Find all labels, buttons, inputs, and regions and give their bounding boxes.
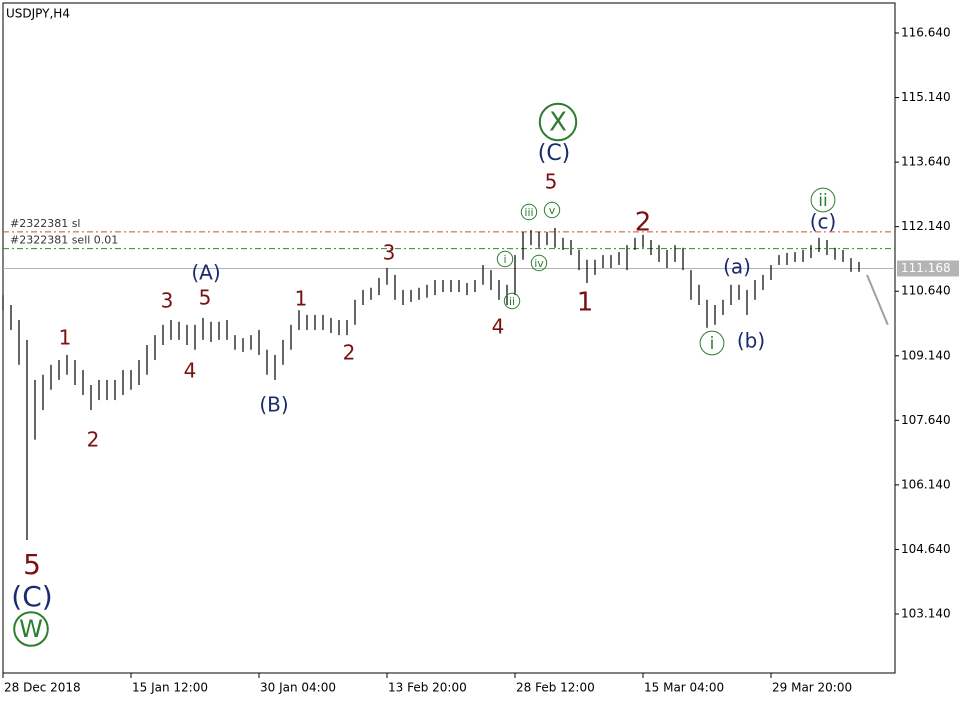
wave-label: iv <box>534 257 544 270</box>
y-tick-label: 112.140 <box>901 219 951 233</box>
wave-label: (B) <box>259 393 288 417</box>
plot-frame <box>2 2 896 674</box>
wave-label: 1 <box>59 326 72 350</box>
wave-label: (C) <box>11 580 52 613</box>
y-tick-label: 103.140 <box>901 606 951 620</box>
x-tick-label: 13 Feb 20:00 <box>388 681 467 695</box>
y-tick-label: 106.140 <box>901 477 951 491</box>
wave-circle <box>810 187 836 213</box>
wave-label: v <box>549 204 556 217</box>
wave-label: 2 <box>343 341 356 365</box>
x-tick-label: 15 Mar 04:00 <box>644 681 724 695</box>
wave-circle <box>538 102 578 142</box>
wave-label: (C) <box>538 141 571 166</box>
level-label: #2322381 sl <box>10 217 81 230</box>
y-tick-label: 107.640 <box>901 413 951 427</box>
wave-label: (a) <box>723 255 751 279</box>
y-tick-label: 115.140 <box>901 90 951 104</box>
wave-label: 3 <box>383 241 396 265</box>
level-label: #2322381 sell 0.01 <box>10 234 118 247</box>
x-tick-label: 30 Jan 04:00 <box>260 681 336 695</box>
y-tick-label: 110.640 <box>901 284 951 298</box>
wave-circle <box>699 330 725 356</box>
wave-label: ii <box>818 191 827 211</box>
wave-label: 4 <box>492 315 505 339</box>
wave-circle <box>543 201 561 219</box>
y-tick-label: 104.640 <box>901 542 951 556</box>
wave-label: (A) <box>191 261 220 285</box>
wave-label: i <box>710 334 715 354</box>
chart-title: USDJPY,H4 <box>6 7 70 21</box>
wave-circle <box>13 611 49 647</box>
wave-label: iii <box>524 206 533 219</box>
wave-circle <box>530 254 548 272</box>
wave-label: 2 <box>87 428 100 452</box>
wave-label: 4 <box>184 359 197 383</box>
y-tick-label: 116.640 <box>901 25 951 39</box>
wave-circle <box>520 203 538 221</box>
forecast-line <box>866 274 889 326</box>
wave-circle <box>503 292 521 310</box>
x-tick-label: 29 Mar 20:00 <box>772 681 852 695</box>
wave-circle <box>496 250 514 268</box>
x-tick-label: 28 Feb 12:00 <box>516 681 595 695</box>
wave-label: W <box>19 615 43 643</box>
x-tick-label: 28 Dec 2018 <box>4 681 81 695</box>
y-tick-label: 113.640 <box>901 155 951 169</box>
wave-label: i <box>503 253 506 266</box>
wave-label: ii <box>509 295 515 308</box>
wave-label: 5 <box>545 170 558 194</box>
x-tick-label: 15 Jan 12:00 <box>132 681 208 695</box>
wave-label: 5 <box>23 548 41 581</box>
wave-label: X <box>549 108 567 138</box>
wave-label: (b) <box>737 329 765 353</box>
wave-label: 5 <box>199 286 212 310</box>
wave-label: 2 <box>635 208 652 238</box>
wave-label: 1 <box>577 288 594 318</box>
wave-label: 1 <box>295 287 308 311</box>
price-label: 111.168 <box>901 261 951 275</box>
wave-label: 3 <box>161 289 174 313</box>
wave-label: (c) <box>810 210 837 234</box>
price-box <box>897 260 959 277</box>
y-tick-label: 109.140 <box>901 348 951 362</box>
